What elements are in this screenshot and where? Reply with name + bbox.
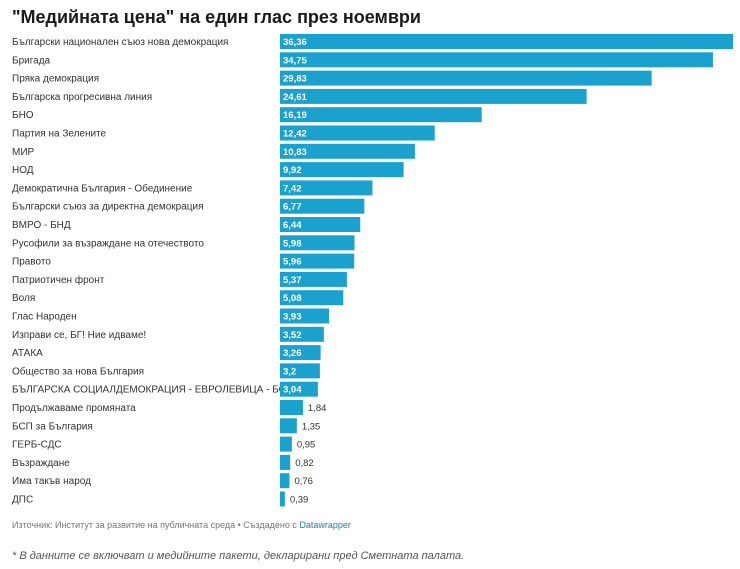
bar [280,436,292,452]
category-label: Патриотичен фронт [12,274,105,286]
bar [280,491,285,507]
value-label: 5,98 [283,238,302,249]
bar [280,290,344,306]
bar-chart: Български национален съюз нова демокраци… [12,34,733,507]
source-text: Източник: Институт за развитие на публич… [12,520,300,530]
category-label: МИР [12,147,35,158]
category-label: ГЕРБ-СДС [12,440,62,451]
value-label: 3,93 [283,312,302,323]
value-label: 16,19 [283,110,307,121]
bar [280,180,373,196]
value-label: 36,36 [283,37,307,48]
value-label: 6,77 [283,202,302,213]
value-label: 3,04 [283,385,302,396]
category-label: Русофили за възраждане на отечеството [12,237,204,249]
bar [280,143,415,159]
value-label: 29,83 [283,74,307,85]
value-label: 0,95 [297,440,316,451]
category-label: БЪЛГАРСКА СОЦИАЛДЕМОКРАЦИЯ - ЕВРОЛЕВИЦА … [12,385,299,396]
category-label: Продължаваме промяната [12,403,136,414]
bar [280,88,587,104]
category-label: БНО [12,110,34,121]
value-label: 0,76 [294,476,313,487]
bar [280,271,347,287]
source-line: Източник: Институт за развитие на публич… [12,520,351,530]
value-label: 0,82 [295,458,314,469]
bar [280,217,361,232]
category-label: Има такъв народ [12,476,91,487]
category-label: Общество за нова България [12,365,144,377]
value-label: 6,44 [283,220,302,231]
value-label: 7,42 [283,183,302,194]
bar [280,363,320,379]
category-label: Изправи се, БГ! Ние идваме! [12,330,146,341]
bar [280,308,329,324]
value-label: 3,2 [283,366,296,377]
category-label: Българска прогресивна линия [12,92,152,103]
value-label: 24,61 [283,92,307,103]
bar [280,454,291,470]
bar [280,253,355,269]
chart-title: "Медийната цена" на един глас през ноемв… [12,7,421,27]
bar [280,34,733,49]
category-label: Български съюз за директна демокрация [12,202,204,213]
bar [280,345,321,361]
bar [280,52,713,68]
bar [280,70,652,86]
category-label: Партия на Зелените [12,129,107,140]
category-label: ВМРО - БНД [12,220,71,231]
category-label: Глас Народен [12,312,77,323]
category-label: Воля [12,293,35,304]
category-label: АТАКА [12,348,43,359]
bar [280,326,324,342]
category-label: Демократична България - Обединение [12,182,193,194]
bar [280,125,435,141]
datawrapper-link[interactable]: Datawrapper [299,520,351,530]
value-label: 0,39 [290,495,309,506]
category-label: Възраждане [12,458,70,469]
value-label: 34,75 [283,55,307,66]
category-label: БСП за България [12,421,93,432]
bar [280,473,290,489]
category-label: Пряка демокрация [12,74,99,85]
category-label: Бригада [12,55,51,66]
category-label: Български национален съюз нова демокраци… [12,37,228,48]
category-label: ДПС [12,495,33,506]
category-label: НОД [12,165,34,176]
bar [280,235,355,251]
bar [280,162,404,178]
bar [280,381,318,397]
value-label: 5,37 [283,275,302,286]
footnote: * В данните се включват и медийните паке… [12,550,465,562]
bar [280,418,297,434]
bar [280,400,303,415]
bar [280,198,365,214]
value-label: 3,26 [283,348,302,359]
value-label: 5,96 [283,257,302,268]
value-label: 1,35 [302,421,321,432]
value-label: 10,83 [283,147,307,158]
value-label: 12,42 [283,129,307,140]
category-label: Правото [12,257,51,268]
value-label: 3,52 [283,330,302,341]
bar [280,107,482,123]
value-label: 9,92 [283,165,302,176]
value-label: 1,84 [308,403,327,414]
value-label: 5,08 [283,293,302,304]
